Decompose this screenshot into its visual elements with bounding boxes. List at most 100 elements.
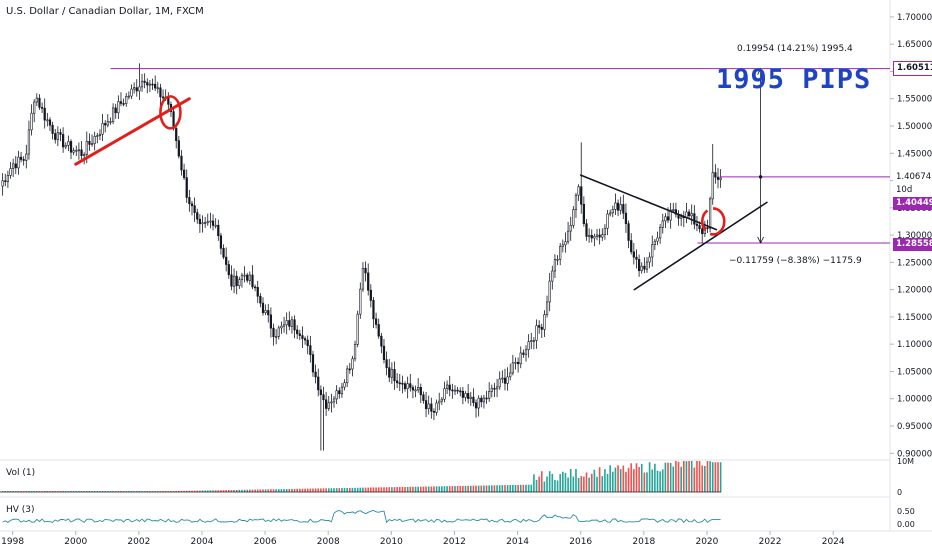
candle-body: [6, 175, 10, 182]
x-tick-label: 2006: [254, 537, 277, 547]
volume-bar: [293, 488, 296, 492]
x-tick-label: 2004: [191, 537, 214, 547]
volume-bar: [619, 469, 622, 492]
candle-body: [598, 234, 601, 238]
candle-body: [527, 341, 530, 350]
candle-body: [535, 325, 538, 341]
volume-bar: [49, 491, 51, 492]
candle-body: [472, 396, 475, 404]
volume-bar: [306, 488, 309, 492]
volume-bar: [280, 489, 283, 492]
candle-body: [509, 372, 512, 378]
candle-body: [566, 230, 570, 243]
candle-body: [146, 82, 149, 86]
volume-bar: [380, 487, 383, 492]
candle-body: [211, 220, 215, 226]
volume-bar: [496, 485, 498, 492]
candle-body: [293, 319, 296, 331]
y-tick-label: 1.65000: [897, 40, 932, 50]
black-trendline: [633, 201, 768, 291]
candle-body: [27, 129, 31, 155]
volume-bar: [543, 481, 546, 492]
volume-bar: [230, 489, 233, 492]
volume-bar: [227, 490, 230, 492]
volume-bar: [480, 485, 483, 492]
candle-body: [104, 123, 107, 126]
volume-bar: [609, 465, 611, 492]
volume-bar: [672, 466, 675, 492]
candle-body: [569, 225, 572, 232]
candle-body: [272, 327, 275, 338]
candle-body: [227, 264, 230, 276]
volume-bar: [335, 488, 338, 492]
volume-bar: [191, 490, 193, 492]
volume-bar: [120, 491, 122, 492]
candle-body: [338, 390, 341, 395]
candle-body: [135, 87, 138, 92]
chart-title: U.S. Dollar / Canadian Dollar, 1M, FXCM: [6, 6, 204, 17]
volume-bar: [488, 485, 490, 492]
candle-body: [343, 382, 346, 388]
candle-body: [659, 227, 662, 239]
volume-bar: [638, 467, 640, 492]
candle-body: [306, 339, 309, 346]
volume-bar: [433, 486, 435, 492]
volume-bar: [130, 491, 133, 492]
y-tick-label: 0.95000: [897, 422, 932, 432]
volume-bar: [154, 491, 156, 492]
volume-bar: [512, 485, 514, 492]
candle-body: [38, 97, 41, 108]
volume-bar: [43, 491, 46, 492]
volume-bar: [625, 471, 627, 492]
x-tick-label: 2000: [64, 537, 87, 547]
volume-bar: [135, 491, 138, 492]
volume-bar: [546, 476, 548, 492]
volume-bar: [527, 484, 530, 492]
candle-body: [585, 223, 588, 237]
volume-bar: [375, 487, 377, 492]
x-tick-label: 2012: [443, 537, 466, 547]
drawings: [74, 67, 890, 291]
candle-body: [643, 265, 646, 270]
x-tick-label: 2010: [380, 537, 403, 547]
candle-body: [637, 259, 641, 272]
volume-bar: [406, 486, 409, 492]
volume-bar: [448, 486, 451, 492]
candle-body: [453, 389, 457, 392]
candle-body: [340, 386, 344, 395]
candle-body: [580, 186, 583, 205]
candle-body: [214, 224, 217, 227]
candle-body: [440, 398, 443, 402]
candle-body: [219, 235, 223, 249]
volume-bar: [490, 485, 493, 492]
volume-bar: [630, 463, 633, 492]
volume-bar: [196, 490, 199, 492]
volume-bar: [254, 489, 256, 492]
candle-body: [222, 248, 225, 258]
volume-bar: [354, 487, 356, 492]
volume-bar: [75, 491, 78, 492]
candle-body: [288, 320, 291, 327]
candle-body: [122, 103, 125, 105]
candle-body: [332, 398, 336, 403]
candle-body: [269, 314, 273, 329]
volume-bar: [651, 469, 654, 492]
candle-body: [511, 362, 514, 374]
candle-body: [259, 295, 262, 304]
candle-body: [606, 213, 609, 229]
volume-bar: [659, 471, 661, 492]
volume-bar: [109, 491, 112, 492]
candle-body: [209, 220, 212, 223]
volume-bar: [72, 491, 75, 492]
candle-body: [267, 310, 270, 316]
candle-body: [225, 256, 228, 265]
candle-body: [48, 119, 52, 126]
volume-bar: [572, 476, 575, 492]
volume-bar: [96, 491, 99, 492]
candle-body: [285, 320, 288, 326]
candle-body: [669, 209, 672, 221]
candle-body: [540, 326, 543, 330]
candle-body: [40, 107, 44, 109]
volume-bar: [288, 488, 291, 492]
